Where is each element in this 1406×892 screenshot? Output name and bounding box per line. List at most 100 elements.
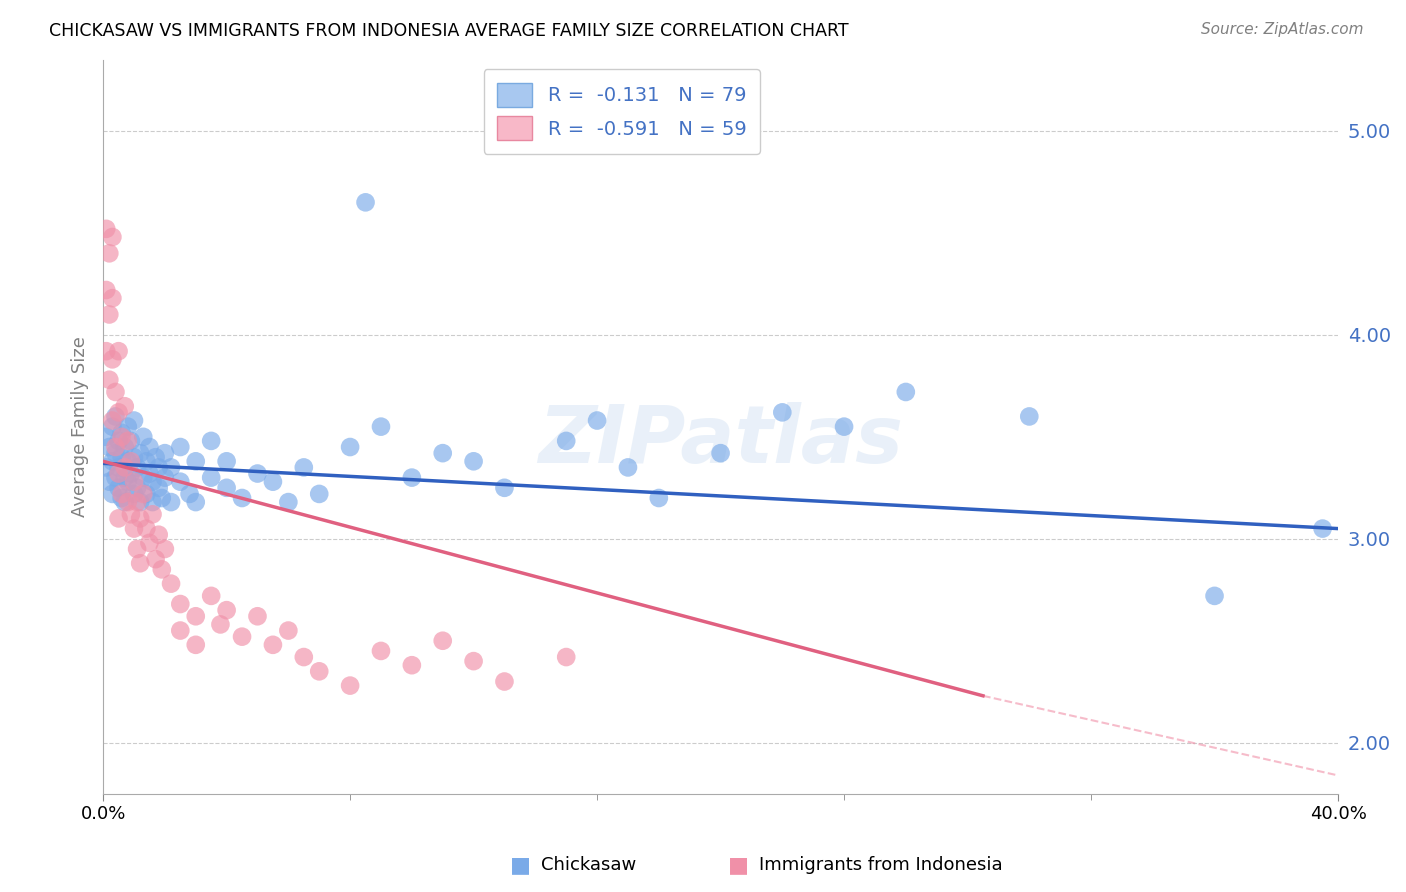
Point [98, 246, 121, 260]
Point [132, 430, 155, 444]
Point [200, 470, 222, 484]
Point [101, 230, 124, 244]
Point [135, 487, 157, 501]
Point [179, 487, 201, 501]
Point [153, 446, 176, 460]
Point [101, 291, 124, 305]
Point [648, 491, 671, 505]
Text: Chickasaw: Chickasaw [541, 856, 637, 874]
Point [117, 475, 139, 489]
Point [262, 475, 284, 489]
Point [894, 384, 917, 399]
Point [114, 470, 136, 484]
Text: CHICKASAW VS IMMIGRANTS FROM INDONESIA AVERAGE FAMILY SIZE CORRELATION CHART: CHICKASAW VS IMMIGRANTS FROM INDONESIA A… [49, 22, 849, 40]
Point [141, 495, 163, 509]
Point [117, 495, 139, 509]
Point [555, 434, 578, 448]
Point [96, 222, 118, 236]
Point [209, 617, 232, 632]
Point [129, 556, 152, 570]
Point [246, 467, 269, 481]
Point [122, 413, 145, 427]
Point [129, 495, 152, 509]
Point [148, 527, 170, 541]
Point [215, 481, 238, 495]
Point [107, 460, 129, 475]
Point [129, 511, 152, 525]
Point [141, 475, 163, 489]
Point [339, 440, 361, 454]
Point [308, 665, 330, 679]
Point [160, 460, 183, 475]
Point [292, 650, 315, 665]
Point [710, 446, 733, 460]
Point [101, 454, 124, 468]
Point [122, 522, 145, 536]
Point [215, 454, 238, 468]
Point [107, 481, 129, 495]
Point [101, 352, 124, 367]
Point [215, 603, 238, 617]
Point [114, 495, 136, 509]
Text: Immigrants from Indonesia: Immigrants from Indonesia [759, 856, 1002, 874]
Point [148, 460, 170, 475]
Point [114, 440, 136, 454]
Point [117, 434, 139, 448]
Point [141, 508, 163, 522]
Point [617, 460, 640, 475]
Point [120, 467, 142, 481]
Point [127, 495, 149, 509]
Point [370, 644, 392, 658]
Point [432, 446, 454, 460]
Point [231, 491, 253, 505]
Point [184, 638, 207, 652]
Point [114, 399, 136, 413]
Point [401, 470, 423, 484]
Y-axis label: Average Family Size: Average Family Size [72, 336, 89, 517]
Point [122, 475, 145, 489]
Point [132, 470, 155, 484]
Point [145, 552, 167, 566]
Point [292, 460, 315, 475]
Point [96, 430, 118, 444]
Point [463, 654, 485, 668]
Point [96, 283, 118, 297]
Point [153, 541, 176, 556]
Point [132, 487, 155, 501]
Point [127, 541, 149, 556]
Point [246, 609, 269, 624]
Point [107, 405, 129, 419]
Point [111, 487, 134, 501]
Point [1204, 589, 1226, 603]
Point [117, 419, 139, 434]
Point [832, 419, 855, 434]
Point [160, 576, 183, 591]
Point [107, 344, 129, 359]
Point [169, 624, 191, 638]
Point [1312, 522, 1334, 536]
Point [104, 446, 127, 460]
Point [200, 589, 222, 603]
Point [308, 487, 330, 501]
Point [104, 470, 127, 484]
Point [148, 481, 170, 495]
Point [200, 434, 222, 448]
Point [98, 440, 121, 454]
Point [1018, 409, 1040, 424]
Point [101, 413, 124, 427]
Point [145, 450, 167, 465]
Point [150, 491, 173, 505]
Point [98, 373, 121, 387]
Point [98, 475, 121, 489]
Point [153, 470, 176, 484]
Point [111, 450, 134, 465]
Point [101, 419, 124, 434]
Point [494, 674, 516, 689]
Point [160, 495, 183, 509]
Point [107, 434, 129, 448]
Point [370, 419, 392, 434]
Text: ■: ■ [510, 855, 530, 875]
Point [122, 450, 145, 465]
Point [122, 487, 145, 501]
Point [114, 460, 136, 475]
